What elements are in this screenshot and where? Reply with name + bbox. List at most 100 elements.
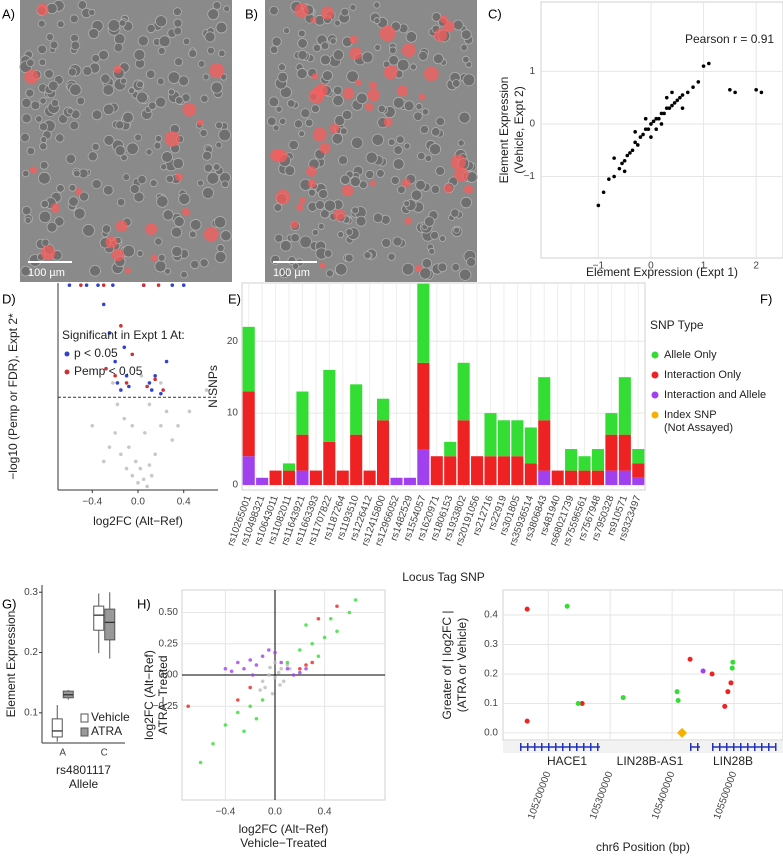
fluorescent-cell bbox=[294, 3, 309, 18]
point bbox=[638, 135, 643, 139]
point bbox=[335, 629, 339, 634]
cell bbox=[388, 46, 397, 55]
y-tick-label: 20 bbox=[227, 336, 239, 347]
x-tick-label: −0.4 bbox=[82, 497, 102, 508]
cell bbox=[49, 40, 59, 50]
bar-segment bbox=[242, 391, 255, 457]
bar-segment bbox=[578, 470, 591, 485]
cell bbox=[349, 176, 361, 188]
cell bbox=[350, 136, 364, 149]
cell bbox=[320, 41, 330, 51]
exon bbox=[712, 743, 714, 751]
cell bbox=[419, 124, 429, 135]
cell bbox=[145, 69, 156, 79]
point bbox=[223, 666, 228, 671]
cell bbox=[37, 19, 46, 28]
cell bbox=[39, 160, 49, 170]
cell bbox=[103, 134, 115, 146]
cell bbox=[202, 186, 215, 199]
bar-segment bbox=[632, 449, 645, 464]
cell bbox=[452, 19, 464, 31]
cell bbox=[35, 115, 43, 123]
point bbox=[304, 666, 308, 671]
cell bbox=[113, 33, 126, 45]
point bbox=[664, 106, 669, 110]
fluorescent-cell bbox=[306, 166, 317, 177]
fluorescent-cell bbox=[203, 226, 219, 242]
fluorescent-cell bbox=[369, 180, 377, 187]
fluorescent-cell bbox=[24, 69, 39, 85]
cell bbox=[430, 184, 441, 195]
cell bbox=[277, 63, 286, 72]
cell bbox=[154, 237, 163, 246]
cell bbox=[189, 219, 202, 231]
plot-frame bbox=[241, 282, 646, 491]
cell bbox=[311, 228, 319, 236]
cell bbox=[207, 8, 220, 21]
point bbox=[657, 116, 661, 121]
point bbox=[79, 283, 83, 287]
cell bbox=[332, 94, 344, 107]
point bbox=[113, 431, 117, 435]
point bbox=[285, 663, 290, 667]
exon bbox=[555, 743, 557, 751]
fluorescent-cell bbox=[181, 208, 191, 217]
y-axis-label: (ATRA or Vehicle) bbox=[455, 618, 469, 712]
point bbox=[248, 685, 253, 690]
y-tick-label: 0 bbox=[232, 480, 238, 491]
point bbox=[678, 95, 682, 100]
cell bbox=[212, 1, 222, 10]
fluorescent-cell bbox=[115, 220, 128, 232]
point bbox=[119, 324, 123, 328]
point bbox=[675, 698, 681, 704]
box bbox=[51, 718, 63, 738]
point bbox=[104, 366, 108, 371]
fluorescent-cell bbox=[349, 47, 363, 60]
fluorescent-cell bbox=[443, 184, 453, 193]
cell bbox=[421, 258, 433, 269]
point bbox=[248, 704, 253, 709]
legend-label: Allele Only bbox=[664, 349, 717, 361]
y-tick-label: −0.25 bbox=[153, 701, 179, 712]
point bbox=[659, 111, 664, 116]
legend-title: Significant in Expt 1 At: bbox=[62, 328, 185, 342]
bar-segment bbox=[538, 420, 551, 471]
cell bbox=[41, 238, 50, 247]
point bbox=[254, 716, 259, 721]
point bbox=[729, 665, 735, 671]
cell bbox=[304, 118, 314, 128]
cell bbox=[82, 66, 93, 76]
bar-segment bbox=[524, 427, 537, 464]
fluorescent-cell bbox=[113, 65, 123, 74]
point bbox=[263, 685, 267, 690]
point bbox=[139, 373, 144, 378]
y-tick-label: 0.25 bbox=[159, 638, 179, 649]
point bbox=[701, 64, 706, 68]
point bbox=[242, 666, 246, 671]
fluorescent-cell bbox=[341, 184, 354, 197]
cell bbox=[397, 185, 406, 195]
panel-label: E) bbox=[228, 291, 241, 306]
exon bbox=[768, 743, 770, 751]
cell bbox=[91, 178, 102, 190]
cell bbox=[164, 267, 171, 275]
y-axis-label: Greater of | log2FC | bbox=[440, 611, 454, 720]
cell bbox=[173, 216, 185, 227]
point bbox=[680, 93, 685, 97]
legend-swatch bbox=[64, 351, 70, 357]
cell bbox=[410, 189, 423, 201]
cell bbox=[161, 151, 173, 163]
bar-segment bbox=[377, 420, 390, 485]
bar-segment bbox=[403, 477, 416, 485]
exon bbox=[747, 743, 749, 751]
cell bbox=[172, 157, 184, 170]
cell bbox=[25, 88, 35, 98]
point bbox=[147, 463, 152, 467]
fluorescent-cell bbox=[319, 142, 331, 154]
cell bbox=[272, 124, 280, 132]
cell bbox=[73, 207, 86, 220]
point bbox=[304, 623, 308, 627]
fluorescent-cell bbox=[364, 102, 374, 111]
bar-segment bbox=[323, 369, 336, 442]
point bbox=[133, 459, 138, 464]
